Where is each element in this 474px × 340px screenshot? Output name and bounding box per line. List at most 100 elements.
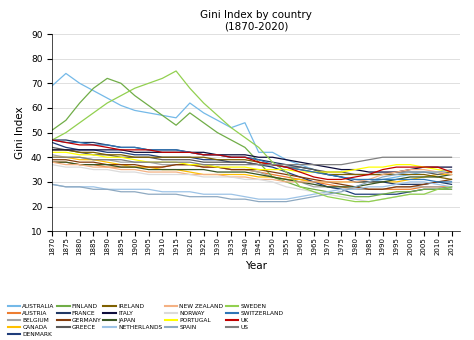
BELGIUM: [118, 160, 124, 164]
SPAIN: [338, 190, 344, 194]
NETHERLANDS: [77, 185, 82, 189]
AUSTRALIA: [270, 150, 275, 154]
SWITZERLAND: [393, 177, 399, 182]
SPAIN: [380, 175, 385, 179]
AUSTRIA: [352, 187, 358, 191]
UK: [297, 170, 303, 174]
SWITZERLAND: [270, 163, 275, 167]
JAPAN: [366, 182, 372, 186]
FINLAND: [159, 113, 165, 117]
AUSTRALIA: [380, 177, 385, 182]
Line: FRANCE: FRANCE: [52, 140, 452, 184]
DENMARK: [159, 155, 165, 159]
IRELAND: [63, 148, 69, 152]
IRELAND: [132, 155, 137, 159]
NEW ZEALAND: [77, 163, 82, 167]
US: [435, 155, 441, 159]
BELGIUM: [380, 187, 385, 191]
CANADA: [77, 158, 82, 162]
US: [215, 163, 220, 167]
SWEDEN: [270, 160, 275, 164]
NORWAY: [201, 175, 207, 179]
SWITZERLAND: [380, 177, 385, 182]
PORTUGAL: [215, 165, 220, 169]
UK: [242, 155, 248, 159]
SWITZERLAND: [352, 177, 358, 182]
SWITZERLAND: [173, 148, 179, 152]
GREECE: [187, 158, 193, 162]
US: [366, 158, 372, 162]
SPAIN: [104, 187, 110, 191]
NETHERLANDS: [393, 182, 399, 186]
AUSTRIA: [49, 160, 55, 164]
AUSTRIA: [393, 187, 399, 191]
FRANCE: [421, 182, 427, 186]
NETHERLANDS: [242, 194, 248, 199]
US: [159, 160, 165, 164]
GERMANY: [104, 163, 110, 167]
DENMARK: [325, 185, 330, 189]
UK: [132, 148, 137, 152]
JAPAN: [311, 182, 317, 186]
FRANCE: [338, 175, 344, 179]
ITALY: [91, 148, 96, 152]
GERMANY: [159, 165, 165, 169]
NEW ZEALAND: [325, 180, 330, 184]
SPAIN: [201, 194, 207, 199]
AUSTRIA: [256, 170, 262, 174]
JAPAN: [132, 165, 137, 169]
JAPAN: [421, 175, 427, 179]
SWITZERLAND: [242, 155, 248, 159]
SWEDEN: [228, 126, 234, 130]
AUSTRALIA: [159, 113, 165, 117]
GREECE: [421, 170, 427, 174]
NEW ZEALAND: [63, 163, 69, 167]
NEW ZEALAND: [407, 168, 413, 172]
AUSTRALIA: [407, 172, 413, 176]
FRANCE: [201, 153, 207, 157]
SPAIN: [435, 170, 441, 174]
UK: [435, 165, 441, 169]
IRELAND: [393, 172, 399, 176]
GREECE: [270, 163, 275, 167]
UK: [146, 148, 151, 152]
CANADA: [91, 158, 96, 162]
FINLAND: [132, 94, 137, 98]
CANADA: [407, 177, 413, 182]
NORWAY: [77, 165, 82, 169]
SPAIN: [242, 197, 248, 201]
JAPAN: [352, 185, 358, 189]
SWITZERLAND: [366, 177, 372, 182]
SWITZERLAND: [201, 153, 207, 157]
SWEDEN: [132, 86, 137, 90]
FINLAND: [352, 194, 358, 199]
NORWAY: [104, 168, 110, 172]
BELGIUM: [393, 185, 399, 189]
NORWAY: [297, 187, 303, 191]
PORTUGAL: [407, 163, 413, 167]
NEW ZEALAND: [366, 177, 372, 182]
GREECE: [352, 172, 358, 176]
GERMANY: [256, 168, 262, 172]
PORTUGAL: [187, 163, 193, 167]
CANADA: [435, 172, 441, 176]
DENMARK: [118, 150, 124, 154]
FRANCE: [228, 155, 234, 159]
AUSTRIA: [283, 175, 289, 179]
ITALY: [104, 148, 110, 152]
ITALY: [118, 148, 124, 152]
AUSTRALIA: [63, 71, 69, 75]
PORTUGAL: [132, 158, 137, 162]
Y-axis label: Gini Index: Gini Index: [15, 106, 26, 159]
NORWAY: [449, 192, 455, 196]
AUSTRALIA: [449, 170, 455, 174]
CANADA: [146, 165, 151, 169]
NORWAY: [283, 185, 289, 189]
US: [77, 155, 82, 159]
NEW ZEALAND: [159, 170, 165, 174]
ITALY: [242, 153, 248, 157]
US: [449, 155, 455, 159]
NEW ZEALAND: [146, 170, 151, 174]
GERMANY: [311, 177, 317, 182]
BELGIUM: [366, 187, 372, 191]
